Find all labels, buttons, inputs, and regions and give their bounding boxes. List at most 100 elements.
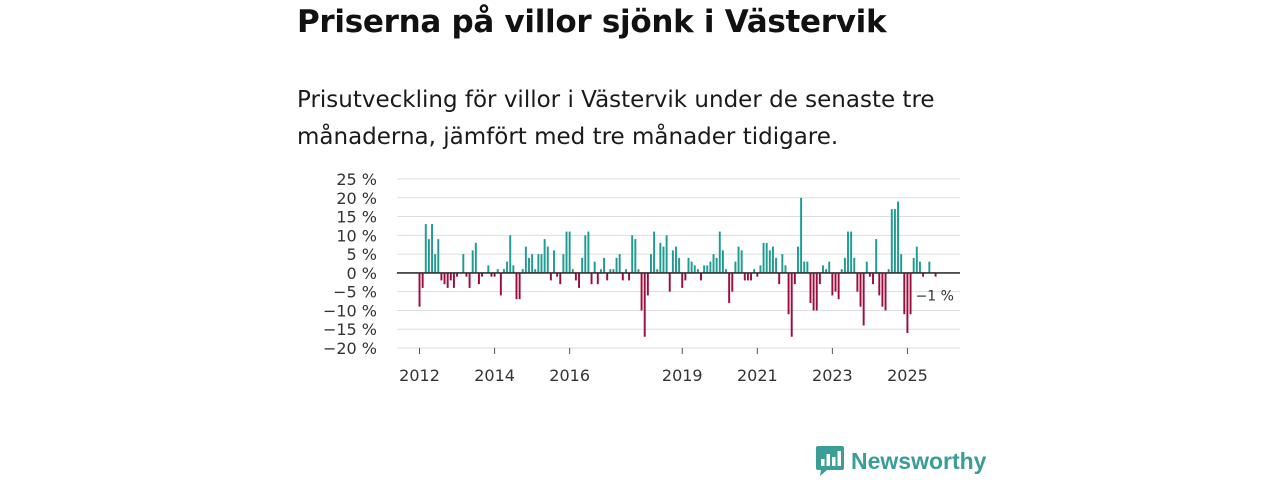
bar (740, 250, 743, 273)
bar (806, 261, 809, 273)
y-tick-label: 20 % (336, 189, 377, 208)
bar (706, 265, 709, 273)
bar (837, 272, 840, 300)
bar (875, 239, 878, 273)
bar (865, 261, 868, 273)
bar (662, 246, 665, 273)
bar (687, 257, 690, 273)
bar (712, 254, 715, 273)
bar-chart: 25 %20 %15 %10 %5 %0 %−5 %−10 %−15 %−20 … (323, 170, 960, 385)
bar (584, 235, 587, 273)
y-tick-label: 25 % (336, 170, 377, 189)
bar (862, 272, 865, 326)
bar (890, 209, 893, 273)
bar (721, 250, 724, 273)
bar (434, 254, 437, 273)
bar (934, 272, 937, 277)
bar (746, 272, 749, 281)
bar (424, 224, 427, 273)
bar (778, 272, 781, 285)
bar (918, 261, 921, 273)
bar (503, 269, 505, 273)
x-tick-label: 2016 (549, 366, 590, 385)
y-tick-label: −5 % (333, 283, 377, 302)
bar (653, 231, 656, 273)
bar (822, 265, 824, 273)
bar (496, 269, 499, 273)
bar (878, 272, 881, 296)
bar (603, 257, 606, 273)
bar (703, 265, 706, 273)
bar (565, 231, 568, 273)
bar (731, 272, 734, 292)
bar (477, 272, 480, 285)
bar (812, 272, 815, 311)
bar (678, 257, 681, 273)
bar (553, 250, 555, 273)
bar (540, 254, 543, 273)
x-tick-label: 2023 (812, 366, 853, 385)
bar (809, 272, 812, 303)
bar (700, 272, 702, 281)
bar (853, 257, 856, 273)
y-tick-label: 15 % (336, 208, 377, 227)
bar (437, 239, 440, 273)
bar (518, 272, 521, 300)
bar (521, 269, 524, 273)
bar (515, 272, 518, 300)
bar (928, 261, 931, 273)
bar (800, 197, 803, 273)
bar (903, 272, 906, 315)
bar (637, 269, 640, 273)
bar (850, 231, 853, 273)
y-axis-ticks: 25 %20 %15 %10 %5 %0 %−5 %−10 %−15 %−20 … (323, 170, 377, 358)
bar (590, 272, 593, 285)
y-tick-label: 10 % (336, 226, 377, 245)
bar (797, 246, 799, 273)
brand-name: Newsworthy (851, 447, 987, 474)
y-tick-label: −10 % (323, 301, 377, 320)
bar (840, 269, 843, 273)
bar (818, 272, 821, 285)
bar (843, 257, 846, 273)
bar (506, 261, 509, 273)
bar (737, 246, 740, 273)
bar (474, 242, 477, 273)
x-tick-label: 2025 (887, 366, 928, 385)
bar (793, 272, 796, 285)
bar (512, 265, 515, 273)
bar (593, 261, 596, 273)
bar (906, 272, 909, 333)
bar (790, 272, 793, 337)
bar (571, 269, 574, 273)
bar (768, 250, 771, 273)
bar (775, 257, 778, 273)
bar (418, 272, 421, 307)
bar (756, 272, 759, 277)
bar (725, 269, 727, 273)
bar (743, 272, 746, 281)
bar (465, 272, 468, 277)
bar (452, 272, 455, 288)
bar (431, 224, 433, 273)
bar (771, 246, 774, 273)
bar (449, 272, 452, 281)
bar (543, 239, 546, 273)
bar (718, 231, 721, 273)
bar (787, 272, 790, 315)
bar (621, 272, 624, 281)
bar (578, 272, 580, 288)
bar (753, 269, 756, 273)
bar (897, 201, 900, 273)
bar (534, 269, 537, 273)
bar (634, 239, 637, 273)
bar (650, 254, 652, 273)
bar (599, 269, 602, 273)
bar (499, 272, 502, 296)
bar (643, 272, 646, 337)
bar (612, 269, 615, 273)
y-tick-label: 5 % (347, 245, 377, 264)
bar (606, 272, 609, 281)
bar-chart-speech-icon (816, 446, 844, 476)
bar (912, 257, 915, 273)
